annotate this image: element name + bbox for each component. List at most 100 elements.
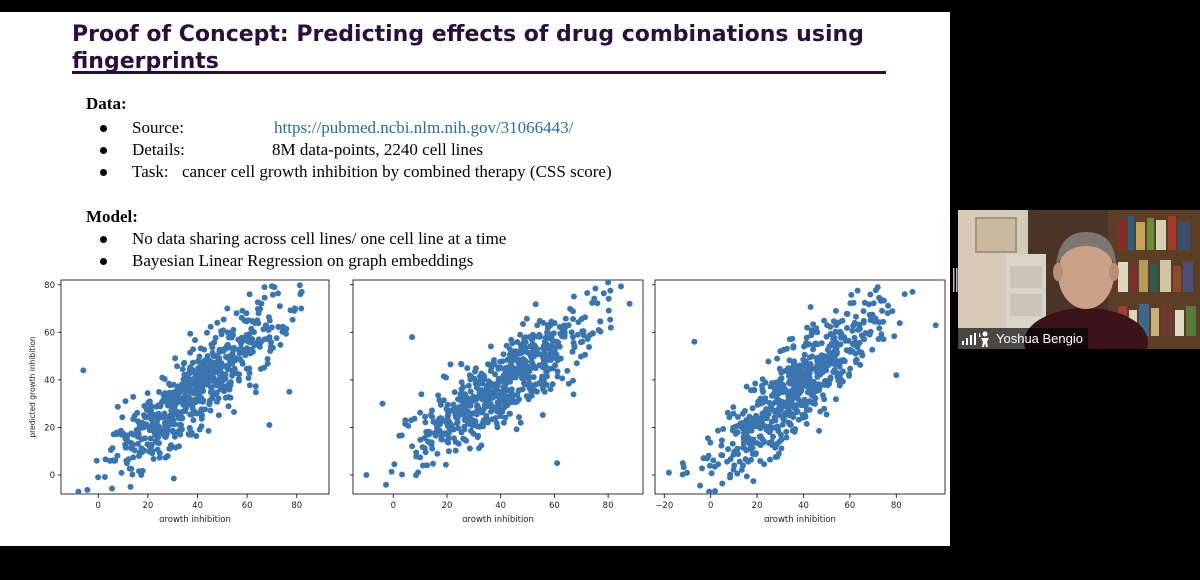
data-point: [526, 373, 533, 380]
data-point: [435, 392, 442, 399]
data-point: [731, 448, 738, 455]
data-point: [718, 452, 725, 459]
data-point: [800, 356, 807, 363]
scatter-points: [665, 284, 939, 495]
data-point: [402, 417, 409, 424]
data-point: [161, 376, 168, 382]
data-point: [724, 409, 731, 416]
data-point: [409, 334, 416, 341]
data-point: [252, 389, 259, 396]
data-point: [214, 319, 221, 326]
data-point: [241, 347, 248, 354]
data-point: [445, 439, 452, 446]
data-point: [777, 348, 784, 355]
data-point: [429, 414, 436, 420]
data-point: [791, 359, 797, 365]
data-point: [797, 386, 804, 393]
data-point: [437, 421, 443, 428]
data-point: [794, 408, 801, 415]
data-point: [856, 321, 863, 328]
data-point: [513, 371, 520, 378]
data-point: [150, 425, 157, 432]
data-point: [445, 412, 452, 419]
data-point: [262, 322, 269, 329]
data-point: [799, 373, 806, 380]
data-point: [727, 471, 734, 478]
data-point: [523, 315, 530, 322]
data-point: [866, 301, 872, 308]
data-point: [832, 307, 839, 314]
scatter-plot-2: 0 20 40 60 80 growth inhibition: [350, 279, 644, 522]
data-point: [803, 420, 810, 427]
data-item-value: 8M data-points, 2240 cell lines: [272, 140, 484, 159]
data-point: [824, 322, 831, 329]
data-point: [228, 334, 235, 341]
data-point: [765, 358, 772, 365]
data-point: [827, 376, 834, 383]
data-point: [539, 383, 546, 390]
data-point: [186, 425, 193, 432]
data-point: [160, 391, 167, 398]
data-point: [499, 408, 506, 415]
data-point: [867, 291, 874, 298]
data-point: [746, 440, 753, 447]
data-point: [75, 488, 82, 495]
data-point: [172, 430, 178, 437]
data-point: [298, 288, 305, 295]
data-point: [782, 399, 789, 406]
data-point: [494, 424, 501, 431]
data-point: [243, 365, 250, 372]
data-point: [699, 465, 705, 472]
data-point: [101, 474, 108, 480]
data-point: [780, 416, 787, 423]
data-point: [275, 323, 282, 330]
data-point: [815, 366, 822, 373]
data-point: [806, 374, 813, 381]
data-point: [768, 438, 775, 445]
data-point: [679, 460, 686, 467]
data-point: [577, 339, 584, 346]
data-point: [408, 417, 415, 424]
resize-handle-icon[interactable]: [952, 266, 958, 294]
data-point: [557, 355, 564, 362]
data-point: [128, 465, 135, 472]
source-link[interactable]: https://pubmed.ncbi.nlm.nih.gov/31066443…: [274, 118, 574, 137]
data-point: [791, 381, 798, 388]
data-point: [447, 361, 454, 368]
data-point: [777, 431, 784, 438]
data-point: [734, 470, 741, 477]
data-point: [207, 323, 214, 330]
data-point: [277, 341, 284, 348]
data-point: [790, 411, 796, 418]
data-point: [218, 369, 225, 376]
data-point: [429, 407, 435, 414]
data-point: [870, 300, 877, 307]
data-point: [470, 430, 477, 437]
data-point: [545, 345, 552, 352]
data-point: [506, 387, 513, 394]
data-point: [766, 399, 773, 406]
participant-video[interactable]: [958, 210, 1200, 349]
data-point: [784, 345, 790, 352]
data-point: [170, 475, 177, 482]
data-point: [860, 317, 867, 324]
data-point: [198, 407, 205, 414]
data-point: [565, 380, 572, 387]
y-tick-label: 80: [44, 281, 55, 291]
bullet-dot-icon: [100, 236, 107, 243]
data-point: [136, 425, 143, 431]
data-point: [130, 431, 137, 438]
data-point: [571, 344, 578, 351]
data-point: [718, 442, 725, 449]
data-point: [783, 428, 790, 435]
data-point: [521, 368, 527, 375]
bullet-dot-icon: [100, 258, 107, 265]
data-point: [211, 369, 218, 376]
data-point: [554, 460, 561, 467]
data-point: [521, 380, 527, 387]
data-point: [810, 346, 816, 353]
data-point: [592, 285, 599, 292]
data-point: [589, 330, 596, 337]
data-point: [203, 379, 210, 386]
data-point: [430, 460, 436, 467]
